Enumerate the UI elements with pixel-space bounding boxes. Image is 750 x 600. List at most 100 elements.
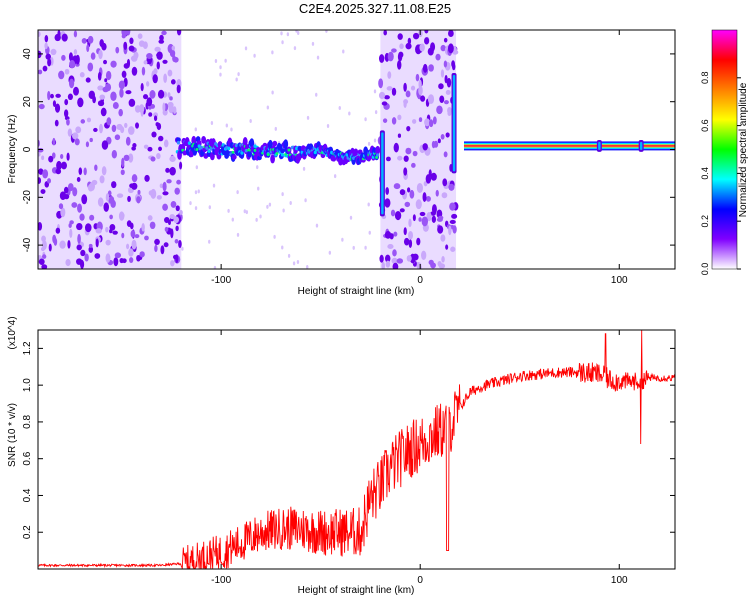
noise-speck <box>208 239 211 244</box>
noise-speck <box>282 208 285 213</box>
noise-blob <box>128 153 134 163</box>
noise-blob <box>444 75 448 84</box>
noise-blob <box>161 30 167 36</box>
noise-blob <box>443 60 448 68</box>
noise-speck <box>349 215 353 220</box>
noise-speck <box>293 46 297 51</box>
noise-blob <box>131 66 138 76</box>
noise-blob <box>38 50 42 59</box>
noise-blob <box>171 45 176 51</box>
noise-blob <box>114 252 122 259</box>
noise-blob <box>160 245 165 255</box>
noise-speck <box>295 30 298 33</box>
noise-blob <box>397 33 403 40</box>
noise-blob <box>432 116 437 125</box>
noise-blob <box>384 230 392 239</box>
noise-blob <box>148 112 153 117</box>
noise-blob <box>422 63 428 73</box>
noise-blob <box>162 59 168 64</box>
noise-blob <box>445 132 450 138</box>
noise-blob <box>135 122 139 129</box>
noise-blob <box>426 211 432 222</box>
noise-blob <box>449 202 456 211</box>
noise-blob <box>159 183 164 189</box>
noise-blob <box>52 137 56 146</box>
noise-blob <box>406 187 411 193</box>
noise-blob <box>89 137 93 143</box>
noise-blob <box>129 37 134 45</box>
chart-title: C2E4.2025.327.11.08.E25 <box>298 1 452 16</box>
noise-blob <box>85 141 90 148</box>
noise-blob <box>397 155 403 161</box>
noise-blob <box>130 230 136 238</box>
noise-blob <box>94 164 98 171</box>
noise-blob <box>124 122 128 128</box>
noise-blob <box>163 139 169 148</box>
noise-blob <box>441 256 445 263</box>
noise-speck <box>259 214 262 219</box>
noise-blob <box>443 37 448 43</box>
noise-blob <box>38 69 43 75</box>
noise-blob <box>175 205 180 212</box>
noise-blob <box>118 108 123 117</box>
noise-blob <box>398 51 404 58</box>
noise-blob <box>389 233 394 240</box>
noise-blob <box>85 77 91 83</box>
noise-blob <box>40 189 46 194</box>
noise-blob <box>42 169 49 179</box>
noise-blob <box>140 107 144 117</box>
noise-blob <box>159 34 164 42</box>
ridge-peak <box>266 153 270 157</box>
noise-speck <box>364 117 367 122</box>
snr-x-tick-label: -100 <box>211 575 231 586</box>
noise-blob <box>41 264 48 269</box>
noise-blob <box>121 258 127 264</box>
noise-speck <box>315 223 319 228</box>
snr-y-axis-label: SNR (10 * v/v) <box>7 403 18 467</box>
noise-speck <box>237 72 240 77</box>
noise-speck <box>181 246 184 251</box>
noise-blob <box>88 90 96 100</box>
noise-blob <box>87 35 94 44</box>
noise-blob <box>110 91 117 101</box>
noise-speck <box>214 59 218 64</box>
noise-blob <box>120 169 125 176</box>
noise-blob <box>137 33 143 39</box>
noise-blob <box>118 80 126 90</box>
noise-blob <box>152 74 158 84</box>
noise-blob <box>68 52 73 62</box>
noise-blob <box>104 78 108 83</box>
noise-blob <box>399 208 405 213</box>
noise-speck <box>368 230 371 235</box>
noise-blob <box>88 243 93 248</box>
noise-blob <box>386 86 393 91</box>
spectrogram-y-axis-label: Frequency (Hz) <box>7 115 18 184</box>
noise-blob <box>447 43 454 54</box>
noise-speck <box>316 55 320 60</box>
noise-blob <box>448 183 455 191</box>
colorbar-tick-label: 0.4 <box>700 167 710 180</box>
noise-speck <box>292 261 296 266</box>
noise-speck <box>274 126 277 131</box>
noise-blob <box>90 52 96 60</box>
noise-speck <box>374 110 378 115</box>
ridge-peak <box>248 148 252 152</box>
noise-blob <box>403 167 408 176</box>
noise-blob <box>63 186 69 194</box>
noise-blob <box>83 167 87 176</box>
noise-blob <box>121 157 125 168</box>
noise-blob <box>113 257 119 267</box>
noise-blob <box>164 226 169 232</box>
snr-x-axis-label: Height of straight line (km) <box>298 585 415 596</box>
noise-speck <box>212 183 216 188</box>
noise-blob <box>73 30 78 38</box>
spectrogram-x-tick-label: -100 <box>211 275 231 286</box>
noise-blob <box>431 140 436 149</box>
noise-speck <box>338 106 341 111</box>
noise-blob <box>52 234 57 244</box>
noise-blob <box>68 222 72 228</box>
snr-y-tick-label: 0.2 <box>22 525 33 539</box>
noise-blob <box>391 48 397 53</box>
noise-blob <box>437 138 441 144</box>
noise-blob <box>143 60 148 65</box>
